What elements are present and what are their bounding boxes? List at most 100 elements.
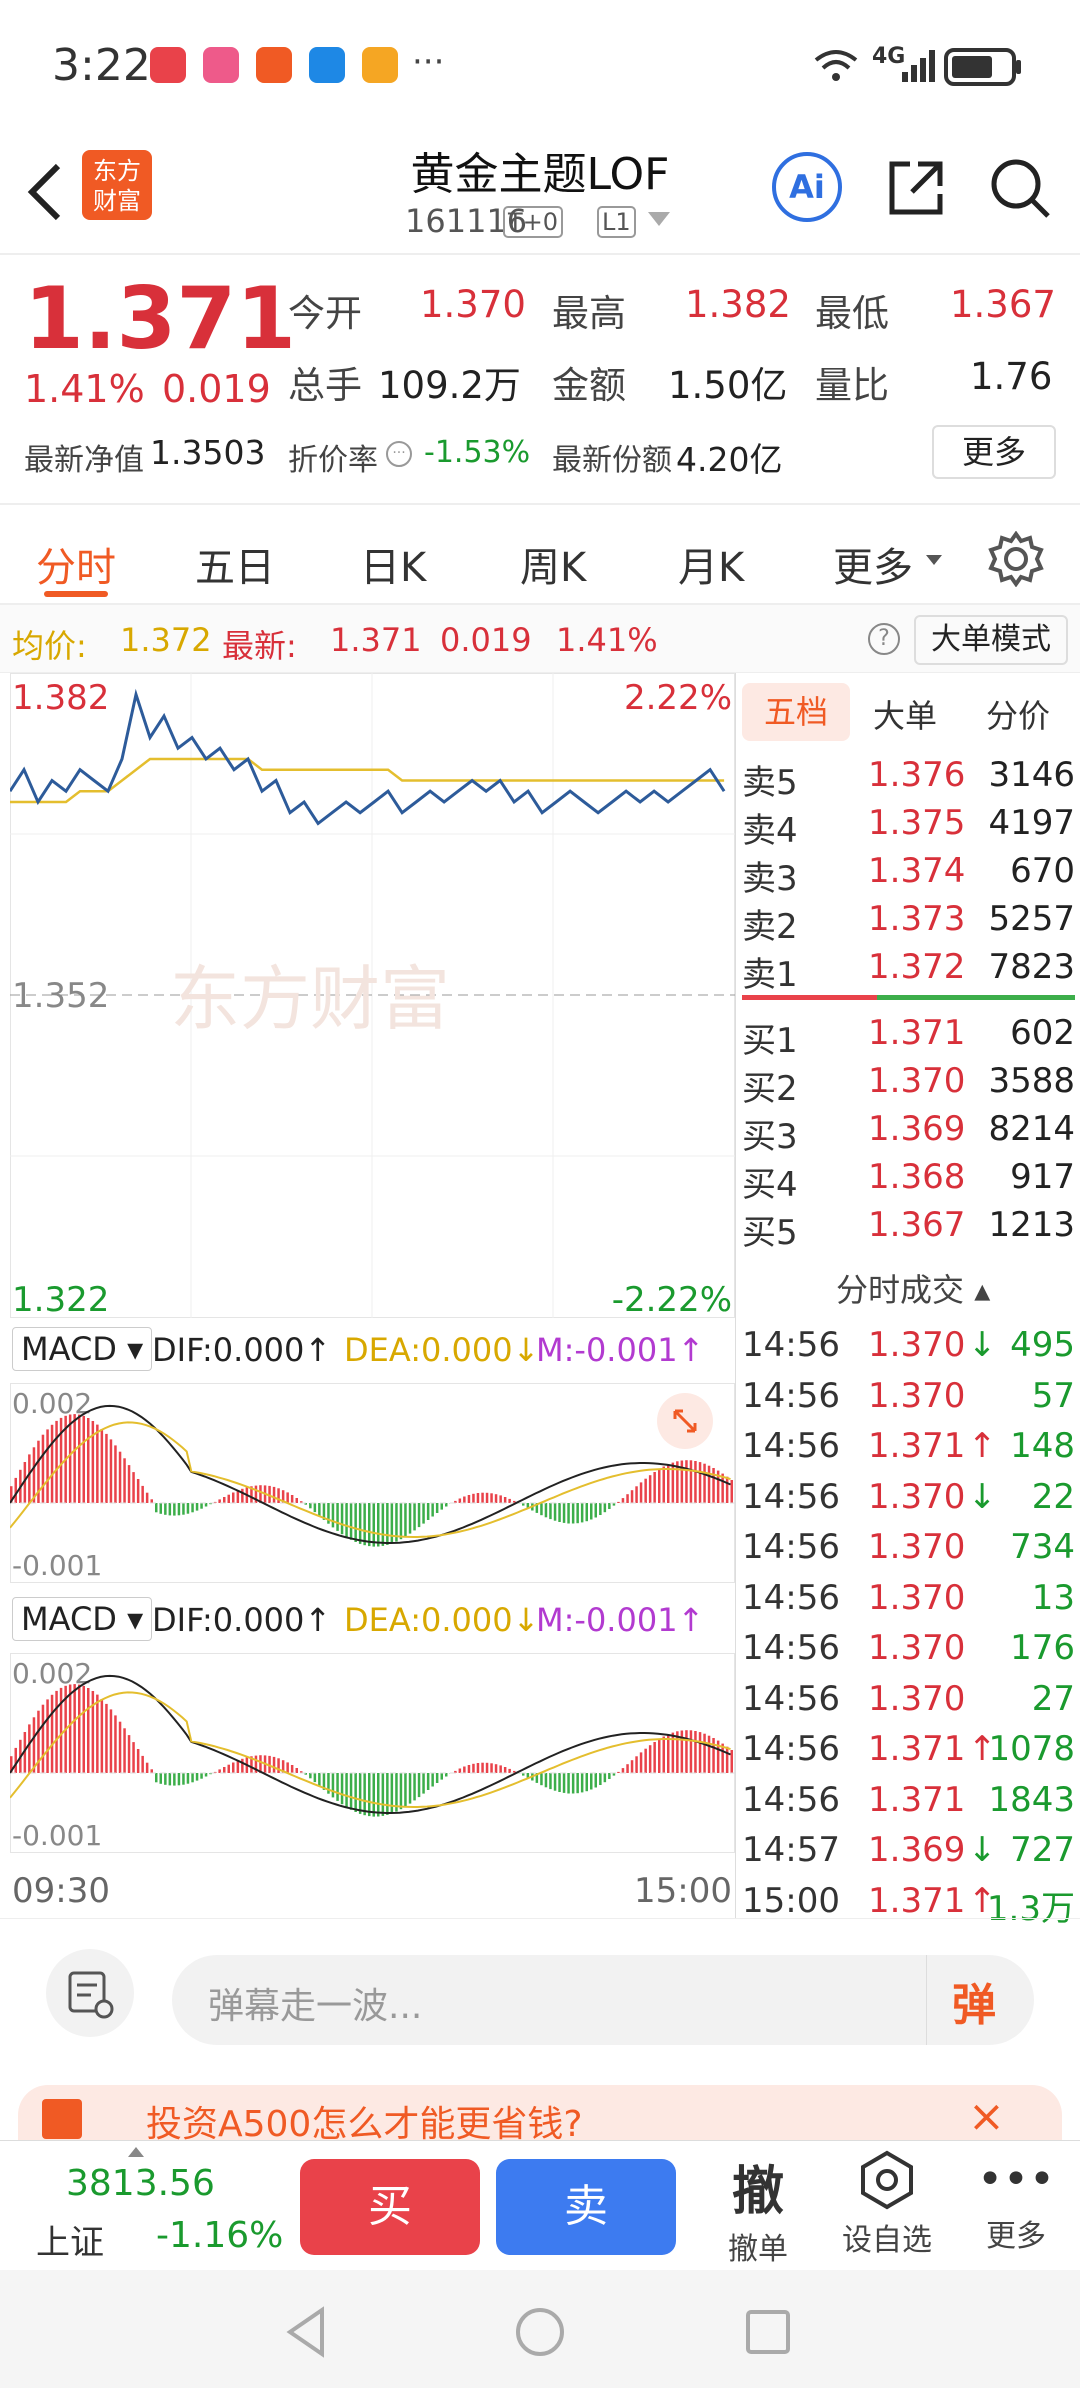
macd-header-1: MACD ▾ DIF:0.000↑ DEA:0.000↓ M:-0.001↑ xyxy=(10,1323,735,1375)
macd-bar xyxy=(28,1724,31,1773)
macd-bar xyxy=(576,1503,579,1524)
help-icon[interactable]: ? xyxy=(868,623,900,655)
macd-bar xyxy=(599,1503,602,1515)
ask-label: 卖4 xyxy=(742,811,798,851)
macd-chart-2[interactable]: 0.002 -0.001 xyxy=(10,1653,735,1853)
tab-daily-k[interactable]: 日K xyxy=(360,545,427,591)
tab-price-split[interactable]: 分价 xyxy=(986,697,1051,735)
ask-label: 卖1 xyxy=(742,955,798,995)
danmu-settings-button[interactable] xyxy=(46,1949,134,2037)
ask-row[interactable]: 卖4 1.375 4197 xyxy=(736,801,1080,851)
search-icon[interactable] xyxy=(988,156,1052,220)
tab-five-day[interactable]: 五日 xyxy=(195,545,275,591)
macd-bar xyxy=(155,1773,158,1783)
back-icon[interactable] xyxy=(22,160,66,224)
bid-row[interactable]: 买4 1.368 917 xyxy=(736,1155,1080,1205)
macd-selector-2[interactable]: MACD ▾ xyxy=(12,1597,153,1641)
macd-chart-1[interactable]: 0.002 -0.001 xyxy=(10,1383,735,1583)
danmu-send-button[interactable]: 弹 xyxy=(952,1980,996,2031)
buy-button[interactable]: 买 xyxy=(300,2159,480,2255)
nav-recents-icon[interactable] xyxy=(744,2308,792,2356)
macd-bar xyxy=(295,1498,298,1503)
tick-time: 15:00 xyxy=(742,1880,840,1921)
macd-bar xyxy=(272,1486,276,1503)
more-actions-button[interactable]: ••• 更多 xyxy=(966,2149,1066,2255)
macd-bar xyxy=(725,1476,729,1503)
add-watchlist-button[interactable]: 设自选 xyxy=(832,2149,942,2259)
tab-monthly-k[interactable]: 月K xyxy=(678,545,745,591)
ask-row[interactable]: 卖1 1.372 7823 xyxy=(736,945,1080,995)
macd-bar xyxy=(318,1503,321,1516)
macd-bar xyxy=(32,1447,36,1503)
bid-row[interactable]: 买2 1.370 3588 xyxy=(736,1059,1080,1109)
ask-row[interactable]: 卖5 1.376 3146 xyxy=(736,753,1080,803)
index-value[interactable]: 3813.56 xyxy=(66,2163,215,2204)
macd-bar xyxy=(363,1503,366,1546)
macd-bar xyxy=(463,1496,466,1503)
macd-selector[interactable]: MACD ▾ xyxy=(12,1327,153,1371)
macd-bar xyxy=(377,1773,380,1817)
promo-banner[interactable]: 投资A500怎么才能更省钱? × xyxy=(18,2085,1062,2145)
tick-time: 14:56 xyxy=(742,1729,840,1769)
settings-gear-icon[interactable] xyxy=(988,531,1044,587)
bid-volume: 1213 xyxy=(988,1205,1075,1245)
macd-bar xyxy=(55,1690,58,1773)
macd-bar xyxy=(250,1486,253,1503)
macd-bar xyxy=(458,1768,462,1773)
macd-bar xyxy=(571,1773,575,1794)
order-book-panel: 五档 大单 分价 卖5 1.376 3146 卖4 1.375 4197 卖3 1.374 67… xyxy=(735,673,1080,1929)
danmu-input[interactable]: 弹幕走一波... 弹 xyxy=(172,1955,1034,2045)
dropdown-icon[interactable] xyxy=(648,212,670,228)
macd-bar xyxy=(608,1503,611,1509)
macd-bar xyxy=(286,1762,289,1773)
avg-label: 均价: xyxy=(12,627,87,665)
big-order-mode-button[interactable]: 大单模式 xyxy=(914,615,1068,665)
tick-row: 14:56 1.371 ↑ 1078 xyxy=(736,1727,1080,1775)
macd-bar xyxy=(50,1424,54,1503)
nav-back-icon[interactable] xyxy=(284,2306,328,2358)
bid-row[interactable]: 买1 1.371 602 xyxy=(736,1011,1080,1061)
macd-bar xyxy=(354,1773,357,1812)
tab-big-orders[interactable]: 大单 xyxy=(873,697,938,735)
bid-volume: 917 xyxy=(1010,1157,1075,1197)
tick-price: 1.371 xyxy=(868,1426,966,1466)
more-button[interactable]: 更多 xyxy=(932,425,1056,479)
macd-bar xyxy=(513,1500,516,1503)
price-chart[interactable]: 东方财富 1.382 2.22% 1.352 1.322 -2.22% xyxy=(10,673,735,1318)
macd-bar xyxy=(331,1503,335,1528)
tab-weekly-k[interactable]: 周K xyxy=(520,545,587,591)
tab-more[interactable]: 更多 xyxy=(833,545,913,591)
macd-bar xyxy=(599,1773,602,1785)
macd-bar xyxy=(55,1420,58,1503)
macd-bar xyxy=(558,1773,561,1792)
macd-bar xyxy=(522,1503,525,1506)
play-icon xyxy=(362,47,398,83)
macd-bar xyxy=(621,1768,625,1773)
ticks-title[interactable]: 分时成交 ▴ xyxy=(836,1271,991,1309)
macd-bar xyxy=(281,1760,285,1773)
ask-row[interactable]: 卖3 1.374 670 xyxy=(736,849,1080,899)
dif-line xyxy=(10,1674,731,1814)
macd-bar xyxy=(259,1755,262,1773)
bid-volume: 8214 xyxy=(988,1109,1075,1149)
macd-bar xyxy=(667,1734,670,1773)
nav-home-icon[interactable] xyxy=(514,2306,566,2358)
ask-row[interactable]: 卖2 1.373 5257 xyxy=(736,897,1080,947)
cancel-order-button[interactable]: 撤 撤单 xyxy=(708,2149,808,2268)
sell-button[interactable]: 卖 xyxy=(496,2159,676,2255)
tab-intraday[interactable]: 分时 xyxy=(36,545,116,591)
info-icon[interactable]: ··· xyxy=(386,441,412,467)
bid-row[interactable]: 买5 1.367 1213 xyxy=(736,1203,1080,1253)
macd-bar xyxy=(499,1495,502,1503)
macd-bar xyxy=(250,1756,253,1773)
macd-bar xyxy=(286,1492,289,1503)
macd-bar xyxy=(540,1503,543,1516)
ai-button[interactable]: Ai xyxy=(772,152,842,222)
bid-row[interactable]: 买3 1.369 8214 xyxy=(736,1107,1080,1157)
tab-five-levels[interactable]: 五档 xyxy=(742,683,850,741)
ratio-label: 量比 xyxy=(815,364,889,407)
macd-bar xyxy=(173,1773,176,1786)
close-icon[interactable]: × xyxy=(968,2091,1005,2142)
tick-price: 1.369 xyxy=(868,1830,966,1870)
share-icon[interactable] xyxy=(884,156,948,220)
